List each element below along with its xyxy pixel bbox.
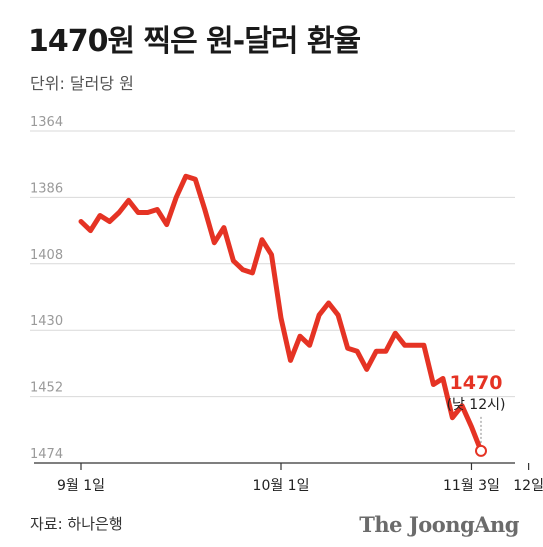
x-tick-label: 11월 3일 — [443, 478, 500, 494]
x-tick-label: 10월 1일 — [253, 478, 310, 494]
exchange-rate-line — [78, 173, 484, 454]
publisher-logo: The JoongAng — [359, 512, 519, 537]
y-tick-label: 1364 — [30, 115, 63, 130]
x-tick-label: 12일 — [513, 478, 543, 494]
source-note: 자료: 하나은행 — [30, 515, 123, 533]
chart-title: 1470원 찍은 원-달러 환율 — [28, 24, 361, 59]
grid-layer — [30, 130, 515, 398]
y-tick-label: 1386 — [30, 181, 63, 196]
y-ticks: 1364 1386 1408 1430 1452 1474 — [30, 115, 63, 462]
annotation-time: (낮 12시) — [447, 397, 506, 413]
y-tick-label: 1452 — [30, 381, 63, 396]
end-point-marker — [475, 444, 487, 457]
unit-label: 단위: 달러당 원 — [30, 74, 134, 93]
y-tick-label: 1474 — [30, 447, 63, 462]
x-ticks: 9월 1일 10월 1일 11월 3일 12일 — [57, 463, 543, 494]
y-tick-label: 1408 — [30, 248, 63, 263]
x-tick-label: 9월 1일 — [57, 478, 105, 494]
annotation-value: 1470 — [450, 372, 503, 394]
y-tick-label: 1430 — [30, 314, 63, 329]
